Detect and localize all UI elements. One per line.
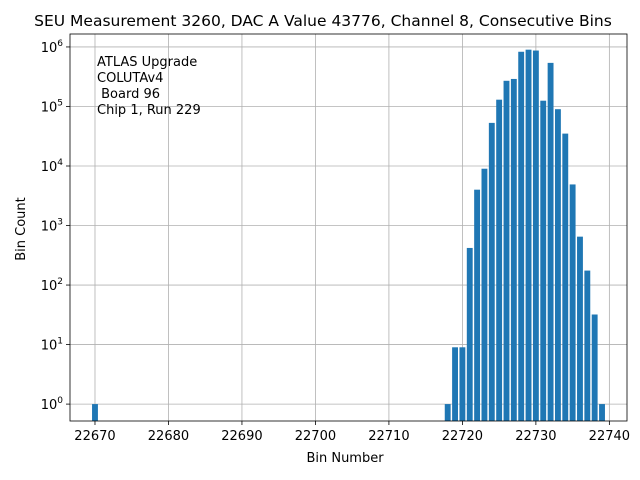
bar-bin-22738 (591, 314, 598, 421)
bar-bin-22726 (503, 80, 510, 421)
y-tick-exponent: 5 (57, 98, 63, 108)
y-tick-label: 104 (41, 158, 64, 175)
bar-bin-22729 (525, 49, 532, 421)
y-tick-base: 10 (41, 160, 58, 175)
y-tick-exponent: 0 (57, 396, 63, 406)
x-tick-label: 22670 (74, 429, 115, 444)
annotation-box: ATLAS Upgrade COLUTAv4 Board 96 Chip 1, … (97, 55, 201, 118)
x-tick-label: 22680 (148, 429, 189, 444)
x-tick-label: 22720 (442, 429, 483, 444)
bar-bin-22725 (496, 99, 503, 422)
y-tick-label: 102 (41, 277, 63, 294)
bar-bin-22739 (599, 404, 605, 421)
y-tick-base: 10 (41, 41, 58, 56)
bar-bin-22734 (562, 133, 569, 421)
x-tick-label: 22690 (221, 429, 262, 444)
chart-title: SEU Measurement 3260, DAC A Value 43776,… (34, 12, 612, 30)
bar-bin-22721 (466, 247, 473, 421)
annotation-line-4: Chip 1, Run 229 (97, 103, 201, 118)
plot-frame (69, 33, 628, 422)
y-tick-base: 10 (41, 220, 58, 235)
x-tick-label: 22700 (295, 429, 336, 444)
y-tick-base: 10 (41, 279, 58, 294)
bar-bin-22722 (474, 189, 481, 421)
bar-bin-22720 (459, 347, 466, 421)
y-tick-exponent: 1 (57, 337, 63, 347)
y-tick-base: 10 (41, 398, 58, 413)
bar-bin-22728 (518, 51, 525, 422)
x-tick-label: 22730 (515, 429, 556, 444)
bar-bin-22670 (92, 404, 98, 421)
bar-bin-22732 (547, 62, 554, 422)
y-tick-label: 106 (41, 39, 64, 56)
y-tick-base: 10 (41, 339, 58, 354)
x-axis-label: Bin Number (306, 451, 384, 466)
y-tick-label: 103 (41, 218, 63, 235)
bar-bin-22718 (444, 404, 451, 421)
bar-bin-22723 (481, 168, 488, 421)
y-tick-exponent: 3 (57, 218, 63, 228)
annotation-line-1: ATLAS Upgrade (97, 55, 197, 70)
y-tick-label: 101 (41, 337, 63, 354)
y-tick-exponent: 4 (57, 158, 63, 168)
y-tick-label: 100 (41, 396, 64, 413)
x-tick-label: 22710 (368, 429, 409, 444)
bar-bin-22733 (554, 109, 561, 421)
annotation-line-3: Board 96 (97, 87, 160, 102)
y-tick-label: 105 (41, 98, 63, 115)
annotation-line-2: COLUTAv4 (97, 71, 163, 86)
bar-bin-22724 (488, 122, 495, 422)
bar-bin-22727 (510, 78, 517, 422)
y-tick-base: 10 (41, 100, 58, 115)
bar-bin-22736 (577, 236, 583, 421)
ticks-layer: 22670 22680 22690 22700 22710 22720 22730 22740… (41, 39, 630, 444)
bar-bin-22731 (540, 100, 547, 421)
y-tick-exponent: 2 (57, 277, 63, 287)
bar-bin-22735 (569, 184, 576, 421)
x-tick-label: 22740 (589, 429, 630, 444)
bar-bin-22719 (452, 347, 458, 421)
bar-bin-22737 (584, 270, 591, 421)
y-tick-exponent: 6 (57, 39, 63, 49)
bar-bin-22730 (532, 50, 539, 421)
bars-layer (92, 49, 605, 422)
y-axis-label: Bin Count (14, 197, 29, 261)
